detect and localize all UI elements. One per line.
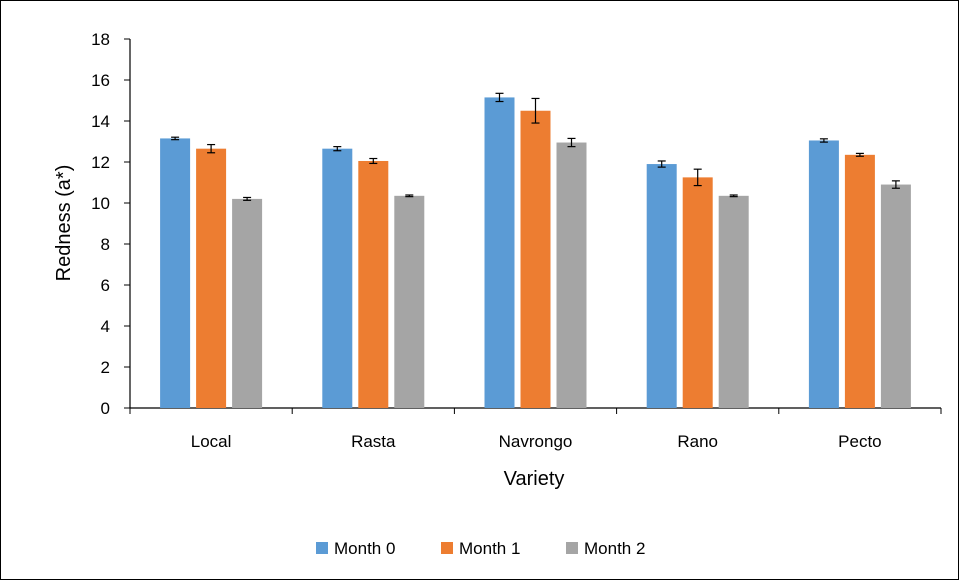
bar-month-2-navrongo — [556, 142, 587, 408]
y-tick-label: 2 — [101, 358, 110, 377]
x-tick-label: Rano — [677, 432, 718, 451]
x-axis: Local Rasta Navrongo Rano Pecto — [129, 407, 942, 451]
legend: Month 0 Month 1 Month 2 — [316, 539, 645, 558]
bar-month-1-rasta — [358, 160, 389, 408]
error-bar — [171, 136, 180, 141]
bar-month-2-rano — [718, 195, 749, 408]
bar-month-2-local — [232, 198, 263, 408]
bar-month-0-navrongo — [484, 97, 515, 409]
bar-month-1-rano — [682, 177, 713, 408]
error-bar — [693, 168, 702, 187]
error-bar — [207, 143, 216, 154]
bar-month-2-pecto — [880, 184, 911, 408]
error-bar — [495, 92, 504, 103]
y-tick-label: 8 — [101, 235, 110, 254]
y-tick-label: 14 — [91, 112, 110, 131]
bar-month-1-pecto — [844, 154, 875, 408]
legend-swatch-month-1 — [441, 542, 453, 554]
y-tick-label: 18 — [91, 30, 110, 49]
y-tick-label: 6 — [101, 276, 110, 295]
error-bar — [369, 157, 378, 165]
y-axis: 0 2 4 6 8 10 12 14 16 18 — [91, 30, 131, 418]
error-bar — [819, 138, 828, 143]
y-axis-title: Redness (a*) — [53, 165, 75, 282]
error-bar — [891, 180, 900, 189]
legend-label: Month 2 — [584, 539, 645, 558]
legend-label: Month 1 — [459, 539, 520, 558]
error-bar — [855, 152, 864, 157]
x-tick-label: Navrongo — [499, 432, 573, 451]
x-tick-label: Local — [191, 432, 232, 451]
y-tick-label: 16 — [91, 71, 110, 90]
x-tick-label: Pecto — [838, 432, 881, 451]
error-bar — [567, 137, 576, 148]
y-tick-label: 10 — [91, 194, 110, 213]
error-bar — [729, 194, 738, 198]
bar-month-0-local — [160, 138, 191, 409]
bar-month-0-rano — [646, 164, 677, 408]
legend-swatch-month-0 — [316, 542, 328, 554]
y-tick-label: 12 — [91, 153, 110, 172]
bar-month-1-local — [196, 148, 227, 409]
error-bar — [243, 196, 252, 201]
bar-month-2-rasta — [394, 195, 425, 408]
x-axis-title: Variety — [504, 468, 565, 490]
y-tick-label: 4 — [101, 317, 110, 336]
x-tick-label: Rasta — [351, 432, 396, 451]
error-bar — [405, 194, 414, 198]
error-bars — [171, 92, 900, 201]
bar-month-1-navrongo — [520, 110, 551, 408]
bar-month-0-rasta — [322, 148, 353, 409]
y-tick-label: 0 — [101, 399, 110, 418]
error-bar — [333, 146, 342, 152]
legend-label: Month 0 — [334, 539, 395, 558]
legend-swatch-month-2 — [566, 542, 578, 554]
error-bar — [657, 160, 666, 168]
bar-month-0-pecto — [808, 140, 839, 408]
bars — [160, 97, 911, 409]
error-bar — [531, 97, 540, 124]
